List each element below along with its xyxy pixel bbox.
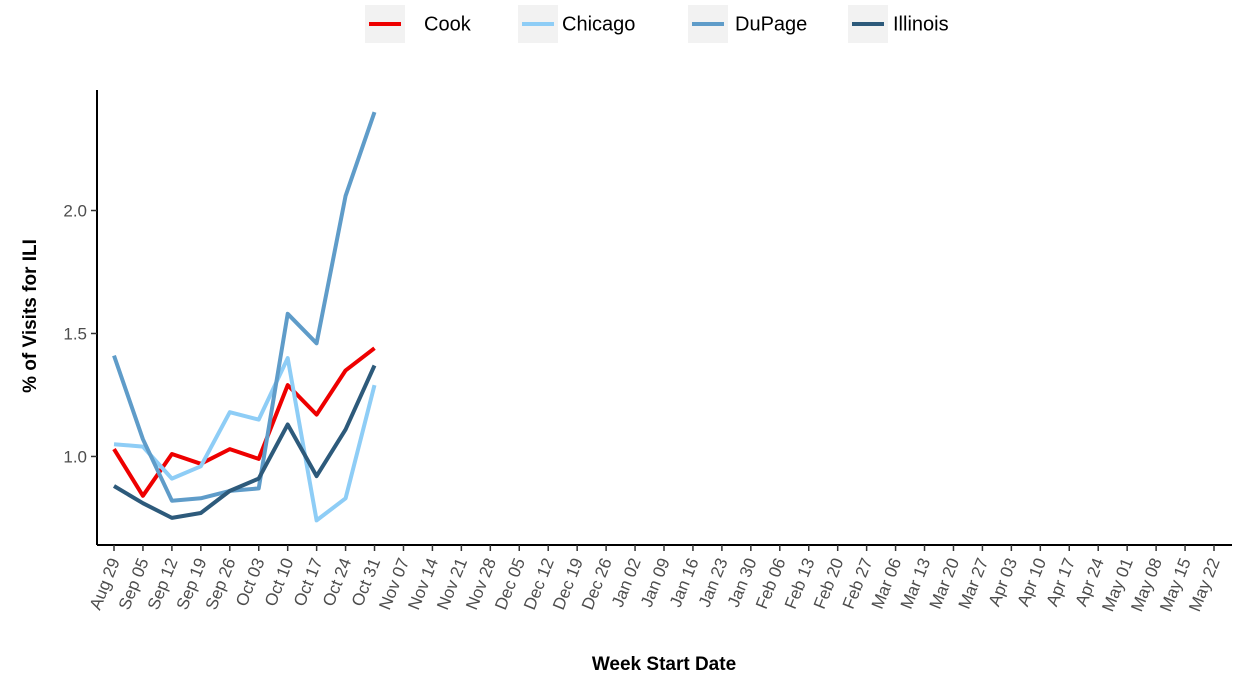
legend-label: Illinois [893,13,949,35]
legend-label: Cook [424,13,472,35]
y-tick-label: 1.5 [63,324,87,343]
x-axis-title: Week Start Date [592,654,736,675]
legend-label: DuPage [735,13,807,35]
y-axis-title: % of Visits for ILI [20,239,41,393]
series-line [112,346,376,498]
y-tick-label: 2.0 [63,202,87,221]
series-line [112,111,377,503]
series-line [112,364,377,520]
y-tick-label: 1.0 [63,447,87,466]
legend-label: Chicago [562,13,635,35]
series-line [113,356,377,523]
